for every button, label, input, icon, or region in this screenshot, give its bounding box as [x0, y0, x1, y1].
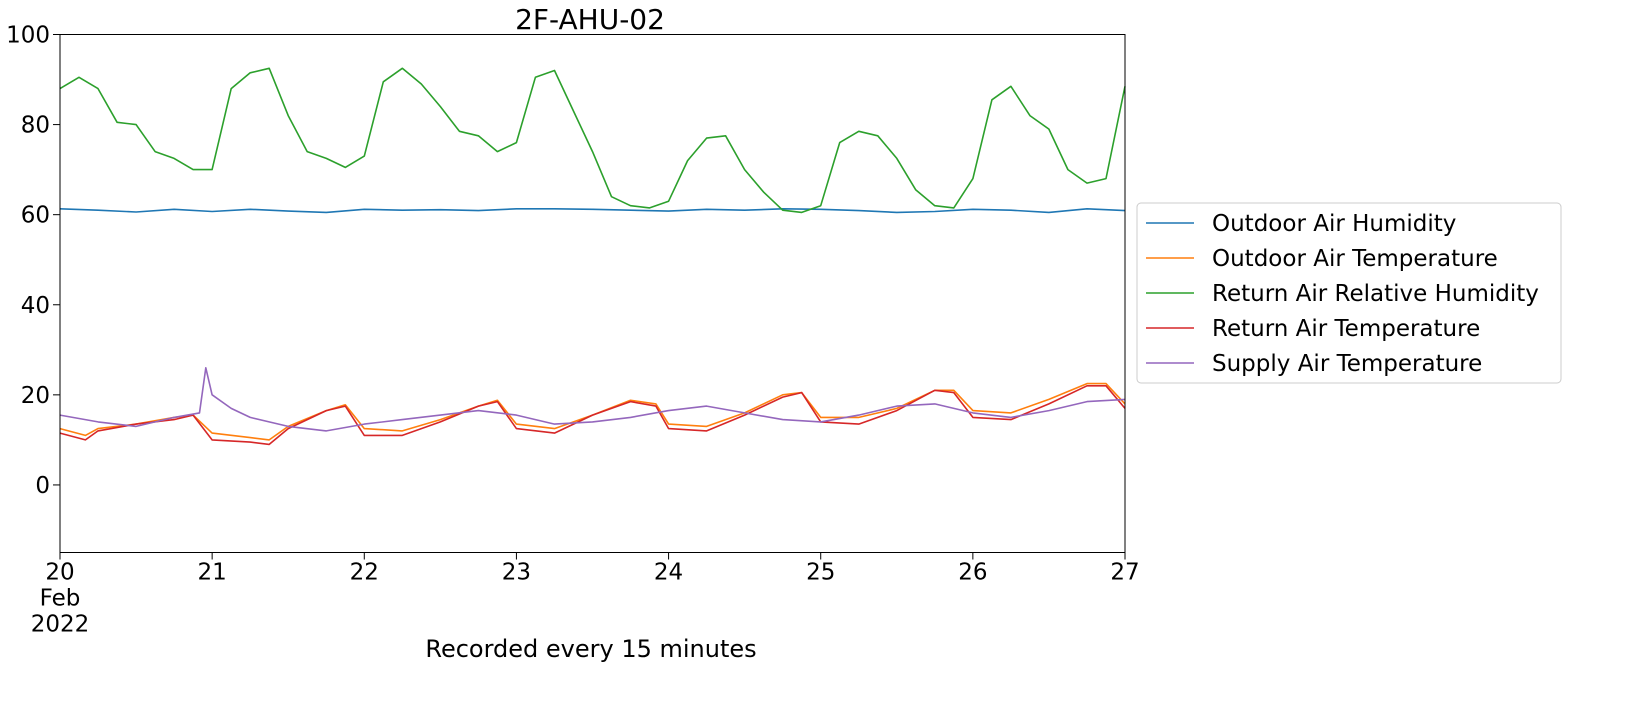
series-line-2: [59, 382, 1126, 441]
x-tick-label: 22: [350, 560, 379, 586]
y-tick-label: 60: [21, 203, 50, 229]
plot-area-frame: [59, 34, 1126, 553]
legend-label: Return Air Relative Humidity: [1212, 281, 1539, 307]
legend-label: Outdoor Air Humidity: [1212, 211, 1456, 237]
x-tick-label: 21: [198, 560, 227, 586]
y-tick-label: 40: [21, 293, 50, 319]
series-layer: [59, 67, 1126, 446]
series-line-4: [59, 385, 1126, 446]
y-tick-label: 80: [21, 113, 50, 139]
x-tick-sublabel: Feb: [40, 586, 81, 612]
x-tick-sublabel: 2022: [31, 612, 90, 638]
x-tick-label: 26: [958, 560, 987, 586]
series-line-1: [59, 208, 1126, 214]
x-tick-label: 25: [806, 560, 835, 586]
y-axis: 0 20 40 60 80 100: [6, 23, 60, 499]
y-tick-label: 0: [35, 473, 50, 499]
legend: Outdoor Air Humidity Outdoor Air Temperat…: [1136, 202, 1562, 384]
legend-label: Return Air Temperature: [1212, 316, 1480, 342]
x-tick-label: 27: [1110, 560, 1139, 586]
y-tick-label: 100: [6, 23, 50, 49]
series-line-5: [59, 367, 1126, 432]
chart-title: 2F-AHU-02: [515, 3, 665, 36]
legend-frame: [1136, 202, 1562, 384]
x-tick-label: 20: [45, 560, 74, 586]
x-tick-label: 24: [654, 560, 683, 586]
legend-label: Outdoor Air Temperature: [1212, 246, 1498, 272]
series-line-3: [59, 67, 1126, 214]
x-axis-label: Recorded every 15 minutes: [425, 635, 756, 663]
legend-label: Supply Air Temperature: [1212, 351, 1482, 377]
y-tick-label: 20: [21, 383, 50, 409]
x-tick-label: 23: [502, 560, 531, 586]
